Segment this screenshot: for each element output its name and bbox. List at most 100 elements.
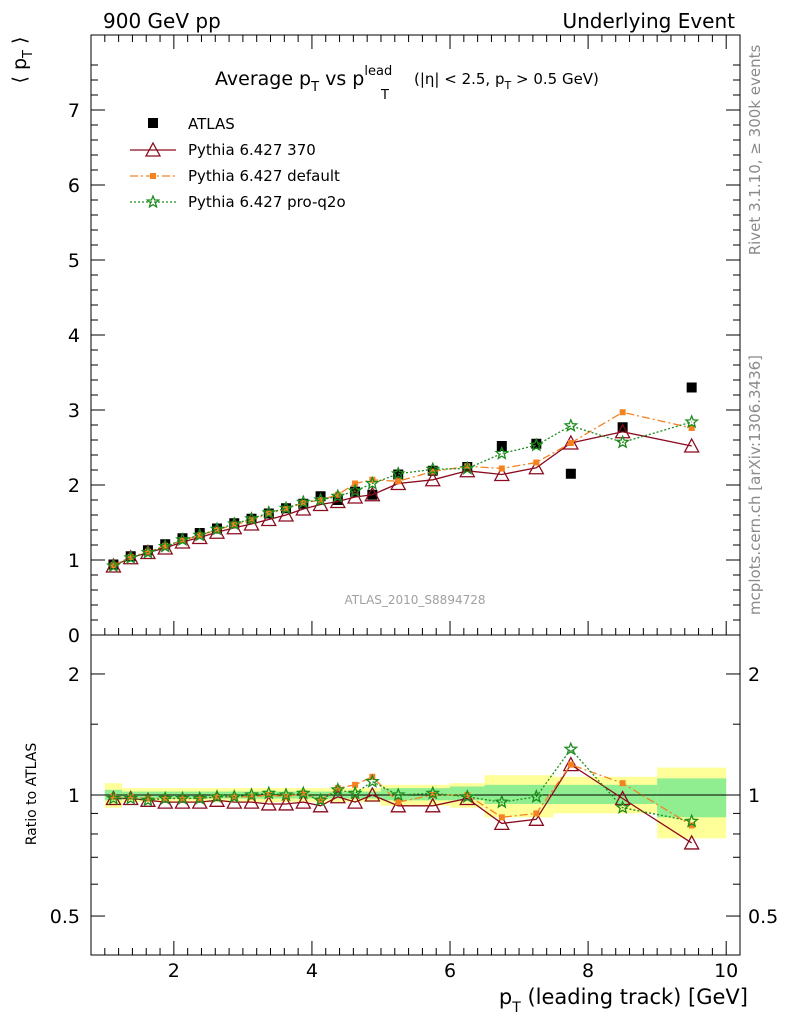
atlas-data-point <box>350 486 361 497</box>
pythia-default-point <box>567 440 574 446</box>
ratio-370-point <box>528 810 545 826</box>
x-tick-label: 4 <box>306 960 318 982</box>
pythia-proq2o-point <box>313 492 329 507</box>
ratio-default-point <box>334 785 341 792</box>
pythia-370-point <box>424 471 441 487</box>
ratio-default-point <box>567 761 574 768</box>
ratio-proq2o-point <box>364 773 380 788</box>
x-axis-label: pT (leading track) [GeV] <box>499 985 748 1016</box>
ratio-default-point <box>533 810 540 817</box>
pythia-proq2o-point <box>390 466 406 481</box>
ratio-ytick-label: 2 <box>68 664 80 686</box>
pythia-proq2o-point <box>563 418 579 433</box>
main-ytick-label: 5 <box>68 250 80 272</box>
pythia-proq2o-point <box>157 538 173 553</box>
pythia-proq2o-point <box>330 488 346 503</box>
ratio-ytick-label-right: 1 <box>748 785 760 807</box>
ratio-band-inner <box>657 778 727 818</box>
pythia-default-point <box>464 463 471 470</box>
ratio-panel: 0.5 0.5 1 1 2 2 2 4 6 8 10 Ratio to ATLAS pT (lead… <box>24 634 778 1016</box>
ratio-default-point <box>265 792 272 798</box>
title-main: Average p <box>215 68 311 90</box>
ratio-default-point <box>498 814 505 821</box>
legend-label-atlas: ATLAS <box>188 115 235 133</box>
title-vs-sub: T <box>380 88 389 103</box>
ratio-proq2o-point <box>175 790 190 805</box>
pythia-proq2o-point <box>226 516 242 531</box>
title-cuts-b: > 0.5 GeV) <box>511 70 599 88</box>
pythia-default-point <box>533 459 540 466</box>
pythia-370-point <box>528 459 545 475</box>
legend-marker-atlas <box>148 118 158 128</box>
ratio-proq2o-point <box>459 788 475 804</box>
ratio-uncertainty-bands <box>104 767 727 839</box>
series-line-3 <box>113 421 692 567</box>
pythia-370-point <box>493 466 510 482</box>
pythia-proq2o-point <box>278 500 294 515</box>
ratio-370-point <box>346 793 364 809</box>
main-data-markers <box>105 382 700 573</box>
pythia-default-point <box>619 409 626 416</box>
ratio-370-point <box>424 797 441 813</box>
ratio-proq2o-point <box>313 792 329 807</box>
x-tick-label: 2 <box>168 960 180 982</box>
pythia-proq2o-point <box>459 460 475 475</box>
ratio-default-point <box>214 793 221 800</box>
ratio-default-point <box>127 793 134 800</box>
main-ytick-label: 7 <box>68 100 80 122</box>
pythia-default-point <box>196 532 203 539</box>
xlabel-sub: T <box>511 1000 521 1016</box>
legend-label-370: Pythia 6.427 370 <box>188 141 316 159</box>
pythia-370-point <box>459 462 476 478</box>
pythia-default-point <box>231 521 238 528</box>
ratio-370-point <box>243 793 260 809</box>
mcplots-label: mcplots.cern.ch [arXiv:1306.3436] <box>746 355 764 615</box>
atlas-data-point <box>686 382 697 393</box>
pythia-proq2o-point <box>615 434 630 449</box>
pythia-default-point <box>283 506 290 512</box>
ratio-ytick-label-right: 0.5 <box>748 906 778 928</box>
pythia-proq2o-point <box>261 505 277 520</box>
pythia-proq2o-point <box>425 461 441 476</box>
legend-marker-370 <box>144 141 162 157</box>
ratio-370-point <box>329 788 346 804</box>
pythia-370-point <box>260 511 277 527</box>
main-ytick-label: 3 <box>68 400 80 422</box>
atlas-data-point <box>617 422 628 433</box>
main-ytick-label: 2 <box>68 475 80 497</box>
analysis-label: ATLAS_2010_S8894728 <box>345 593 486 607</box>
ratio-370-point <box>364 786 381 802</box>
pythia-proq2o-point <box>494 445 510 460</box>
pythia-default-point <box>688 425 695 431</box>
ratio-proq2o-point <box>390 787 406 802</box>
ratio-default-point <box>248 793 255 800</box>
pythia-proq2o-point <box>364 475 380 490</box>
ratio-370-point <box>614 790 631 806</box>
series-line-1 <box>113 431 692 567</box>
pythia-default-point <box>144 548 151 555</box>
main-ylabel-b: ⟩ <box>9 37 31 50</box>
ratio-default-point <box>619 780 626 787</box>
header-left: 900 GeV pp <box>103 9 221 33</box>
atlas-data-point <box>531 438 542 449</box>
main-axis-ticks: 0 1 2 3 4 5 6 7 <box>68 35 740 647</box>
pythia-proq2o-point <box>123 550 139 565</box>
ratio-default-point <box>429 792 436 798</box>
ratio-default-point <box>352 781 359 788</box>
main-ylabel-sub: T <box>21 50 36 59</box>
pythia-default-point <box>214 527 221 533</box>
ratio-proq2o-point <box>563 741 579 756</box>
title-vs-sup: lead <box>364 64 392 79</box>
pythia-proq2o-point <box>140 544 156 559</box>
ratio-default-point <box>144 795 151 802</box>
main-ytick-label: 4 <box>68 325 80 347</box>
ratio-ytick-label-right: 2 <box>748 664 760 686</box>
pythia-default-point <box>265 510 272 517</box>
ratio-proq2o-point <box>278 787 294 802</box>
ratio-data-markers <box>105 741 700 850</box>
pythia-proq2o-point <box>105 558 121 573</box>
atlas-data-point <box>332 495 343 505</box>
ratio-proq2o-point <box>528 789 544 804</box>
